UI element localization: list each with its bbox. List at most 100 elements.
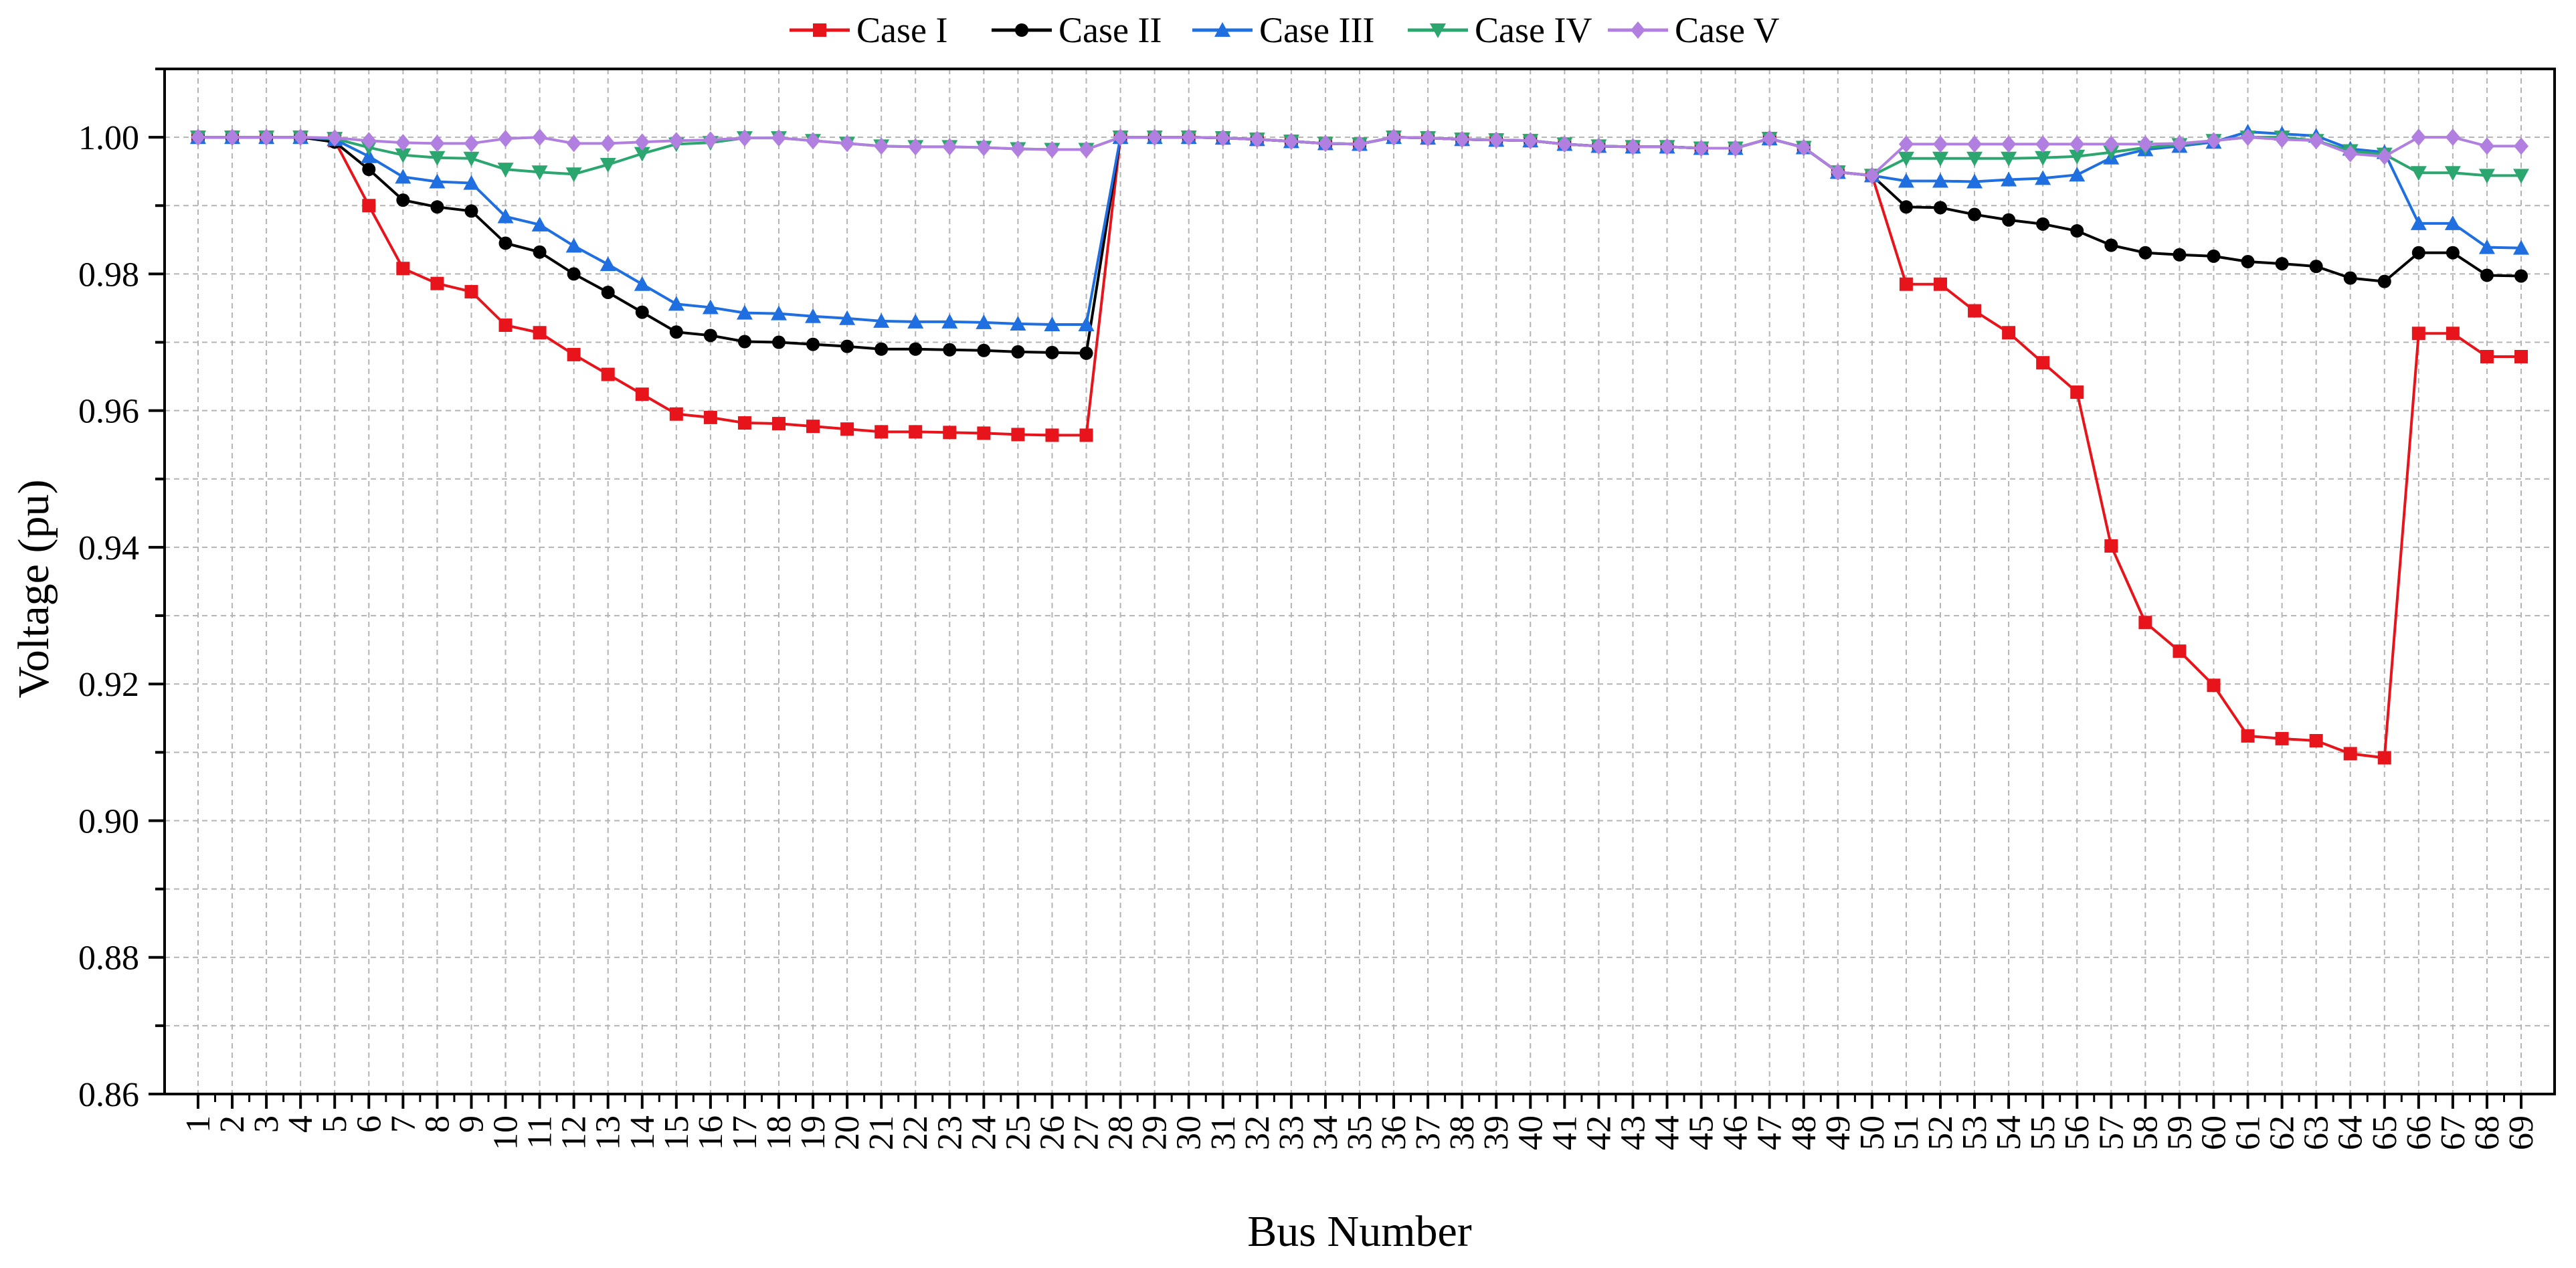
- data-point: [497, 163, 514, 178]
- x-tick-label: 21: [862, 1115, 901, 1150]
- data-point: [1420, 129, 1436, 147]
- data-point: [1078, 316, 1095, 331]
- x-tick-label: 58: [2126, 1115, 2165, 1150]
- data-point: [2036, 356, 2050, 370]
- x-tick-label: 19: [794, 1115, 832, 1150]
- data-point: [430, 134, 445, 153]
- data-point: [1898, 151, 1914, 167]
- x-tick-label: 59: [2160, 1115, 2199, 1150]
- x-tick-label: 12: [555, 1115, 593, 1150]
- data-point: [1283, 132, 1299, 151]
- data-point: [2377, 274, 2391, 288]
- x-tick-label: 43: [1614, 1115, 1652, 1150]
- data-point: [1113, 128, 1128, 147]
- data-point: [1010, 315, 1026, 331]
- data-point: [498, 236, 513, 250]
- legend-label: Case IV: [1475, 10, 1592, 50]
- data-point: [2172, 134, 2187, 153]
- data-point: [2070, 385, 2084, 399]
- data-point: [907, 313, 924, 329]
- data-point: [1557, 135, 1572, 153]
- data-point: [2103, 145, 2120, 161]
- data-point: [2036, 217, 2050, 231]
- x-tick-label: 13: [589, 1115, 628, 1150]
- data-point: [703, 410, 717, 424]
- data-point: [2478, 169, 2495, 184]
- data-point: [2001, 171, 2017, 187]
- data-point: [567, 267, 581, 281]
- data-point: [1968, 304, 1982, 318]
- data-point: [772, 417, 786, 431]
- x-tick-label: 1: [179, 1115, 217, 1133]
- data-point: [873, 312, 890, 328]
- data-point: [2514, 349, 2528, 363]
- data-point: [1967, 135, 1983, 153]
- data-point: [2410, 166, 2427, 181]
- data-point: [531, 165, 548, 181]
- data-point: [942, 138, 957, 156]
- data-point: [2104, 135, 2119, 153]
- x-tick-label: 24: [965, 1115, 1003, 1150]
- data-point: [2411, 128, 2426, 147]
- data-point: [2206, 132, 2221, 150]
- data-point: [1966, 151, 1983, 167]
- x-tick-label: 15: [658, 1115, 696, 1150]
- data-point: [2514, 269, 2528, 283]
- data-point: [396, 262, 410, 276]
- data-point: [396, 193, 410, 207]
- data-point: [2069, 167, 2086, 182]
- data-point: [943, 343, 957, 357]
- x-tick-label: 3: [248, 1115, 286, 1133]
- data-point: [2343, 747, 2357, 761]
- x-tick-label: 27: [1068, 1115, 1106, 1150]
- y-tick-label: 0.96: [78, 393, 139, 431]
- data-point: [362, 163, 376, 177]
- data-point: [1625, 138, 1641, 156]
- x-tick-label: 46: [1717, 1115, 1755, 1150]
- data-point: [1864, 167, 1879, 185]
- data-point: [840, 339, 854, 353]
- data-point: [225, 128, 240, 147]
- data-point: [293, 128, 308, 147]
- x-tick-label: 66: [2400, 1115, 2438, 1150]
- data-point: [2513, 169, 2529, 184]
- data-point: [2377, 751, 2391, 765]
- x-tick-label: 26: [1033, 1115, 1071, 1150]
- data-point: [875, 342, 889, 356]
- data-point: [2035, 135, 2051, 153]
- data-point: [1045, 428, 1059, 442]
- series-layer: [190, 123, 2529, 765]
- legend-marker: [1430, 23, 1446, 38]
- x-tick-label: 37: [1409, 1115, 1447, 1150]
- data-point: [1044, 316, 1061, 331]
- x-tick-label: 31: [1204, 1115, 1243, 1150]
- data-point: [1898, 135, 1914, 153]
- data-point: [498, 319, 513, 332]
- data-point: [1933, 135, 1948, 153]
- data-point: [600, 134, 616, 153]
- data-point: [2411, 327, 2425, 341]
- data-point: [634, 133, 650, 151]
- data-point: [668, 296, 684, 311]
- data-point: [2410, 215, 2427, 230]
- data-point: [362, 199, 376, 213]
- data-point: [669, 407, 683, 421]
- data-point: [2480, 268, 2494, 282]
- data-point: [771, 305, 787, 321]
- data-point: [463, 175, 480, 190]
- data-point: [191, 128, 205, 147]
- data-point: [1079, 346, 1093, 360]
- data-point: [2173, 248, 2187, 262]
- data-point: [1796, 139, 1811, 157]
- data-point: [977, 426, 991, 440]
- data-point: [2104, 539, 2118, 553]
- data-point: [429, 151, 446, 166]
- data-point: [1830, 163, 1845, 181]
- data-point: [565, 167, 582, 183]
- x-tick-label: 29: [1136, 1115, 1174, 1150]
- data-point: [1147, 128, 1162, 147]
- data-point: [1968, 207, 1982, 221]
- x-tick-label: 63: [2298, 1115, 2336, 1150]
- data-point: [2138, 135, 2153, 153]
